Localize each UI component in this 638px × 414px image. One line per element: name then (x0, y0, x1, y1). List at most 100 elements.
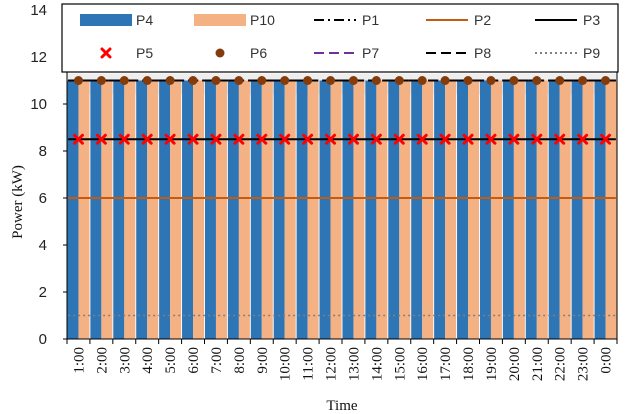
x-tick-label: 18:00 (461, 347, 477, 381)
marker-p6 (509, 76, 519, 85)
x-tick-label: 16:00 (415, 347, 431, 381)
y-tick-label: 0 (39, 331, 47, 348)
bar-p10 (307, 80, 319, 339)
bar-p4 (457, 80, 469, 339)
marker-p6 (601, 76, 611, 85)
x-tick-label: 20:00 (507, 347, 523, 381)
x-tick-label: 23:00 (576, 347, 592, 381)
bar-p4 (548, 80, 560, 339)
x-tick-label: 15:00 (392, 347, 408, 381)
y-tick-label: 10 (30, 96, 47, 113)
marker-p6 (96, 76, 106, 85)
marker-p5 (118, 133, 130, 145)
bar-p10 (422, 80, 434, 339)
legend-swatch (100, 47, 112, 59)
bar-p10 (399, 80, 411, 339)
bar-p4 (113, 80, 125, 339)
legend-item-p1: P1 (314, 12, 379, 28)
marker-p5 (210, 133, 222, 145)
bar-p10 (559, 80, 571, 339)
bar-p10 (124, 80, 136, 339)
x-tick-label: 6:00 (186, 347, 202, 374)
marker-p5 (347, 133, 359, 145)
bar-p4 (204, 80, 216, 339)
bar-p10 (513, 80, 525, 339)
marker-p5 (508, 133, 520, 145)
x-tick-label: 10:00 (278, 347, 294, 381)
bar-p10 (78, 80, 90, 339)
legend-item-p3: P3 (535, 12, 600, 28)
x-tick-label: 9:00 (255, 347, 271, 374)
marker-p5 (600, 133, 612, 145)
bar-p4 (273, 80, 285, 339)
bar-p4 (90, 80, 102, 339)
bar-p10 (490, 80, 502, 339)
y-tick-label: 12 (30, 49, 47, 66)
bar-p4 (182, 80, 194, 339)
markers-layer (72, 76, 612, 145)
bar-p4 (571, 80, 583, 339)
marker-p5 (531, 133, 543, 145)
marker-p6 (280, 76, 290, 85)
bar-p4 (136, 80, 148, 339)
bar-p10 (170, 80, 182, 339)
bar-p4 (411, 80, 423, 339)
legend: P4 P10 P1 P2 P3 P5 P6 P7 P8 P9 (61, 3, 619, 73)
bar-p4 (296, 80, 308, 339)
marker-p6 (188, 76, 198, 85)
bar-p10 (193, 80, 205, 339)
marker-p6 (142, 76, 152, 85)
legend-swatch (194, 14, 246, 26)
marker-p6 (486, 76, 496, 85)
bar-p10 (215, 80, 227, 339)
x-tick-label: 19:00 (484, 347, 500, 381)
marker-p5 (416, 133, 428, 145)
bar-p4 (594, 80, 606, 339)
legend-item-p5: P5 (100, 45, 153, 61)
legend-label: P5 (136, 45, 153, 61)
marker-p6 (165, 76, 175, 85)
marker-p5 (485, 133, 497, 145)
marker-p5 (164, 133, 176, 145)
bar-p4 (342, 80, 354, 339)
marker-p6 (211, 76, 221, 85)
bar-p4 (365, 80, 377, 339)
x-tick-label: 22:00 (553, 347, 569, 381)
legend-label: P1 (362, 12, 379, 28)
bar-p10 (147, 80, 159, 339)
marker-p6 (257, 76, 267, 85)
marker-p6 (532, 76, 542, 85)
legend-item-p4: P4 (80, 12, 153, 28)
x-tick-label: 5:00 (163, 347, 179, 374)
bar-p10 (101, 80, 113, 339)
bar-p4 (479, 80, 491, 339)
legend-item-p6: P6 (215, 45, 267, 61)
marker-p5 (393, 133, 405, 145)
background-band (67, 73, 617, 95)
y-tick-label: 8 (39, 143, 47, 160)
marker-p5 (577, 133, 589, 145)
x-tick-label: 12:00 (324, 347, 340, 381)
bar-p4 (388, 80, 400, 339)
marker-p6 (578, 76, 588, 85)
x-tick-label: 3:00 (117, 347, 133, 374)
bar-p4 (250, 80, 262, 339)
bar-p4 (319, 80, 331, 339)
marker-p6 (417, 76, 427, 85)
bars-layer (67, 73, 617, 339)
y-axis-title: Power (kW) (10, 165, 26, 239)
x-tick-label: 1:00 (71, 347, 87, 374)
legend-label: P9 (583, 45, 600, 61)
x-tick-label: 8:00 (232, 347, 248, 374)
marker-p5 (233, 133, 245, 145)
legend-item-p10: P10 (194, 12, 275, 28)
marker-p6 (440, 76, 450, 85)
marker-p5 (256, 133, 268, 145)
bar-p10 (605, 80, 617, 339)
legend-label: P10 (250, 12, 275, 28)
legend-box (61, 3, 619, 73)
y-tick-label: 4 (39, 237, 47, 254)
bar-p4 (525, 80, 537, 339)
marker-p6 (326, 76, 336, 85)
